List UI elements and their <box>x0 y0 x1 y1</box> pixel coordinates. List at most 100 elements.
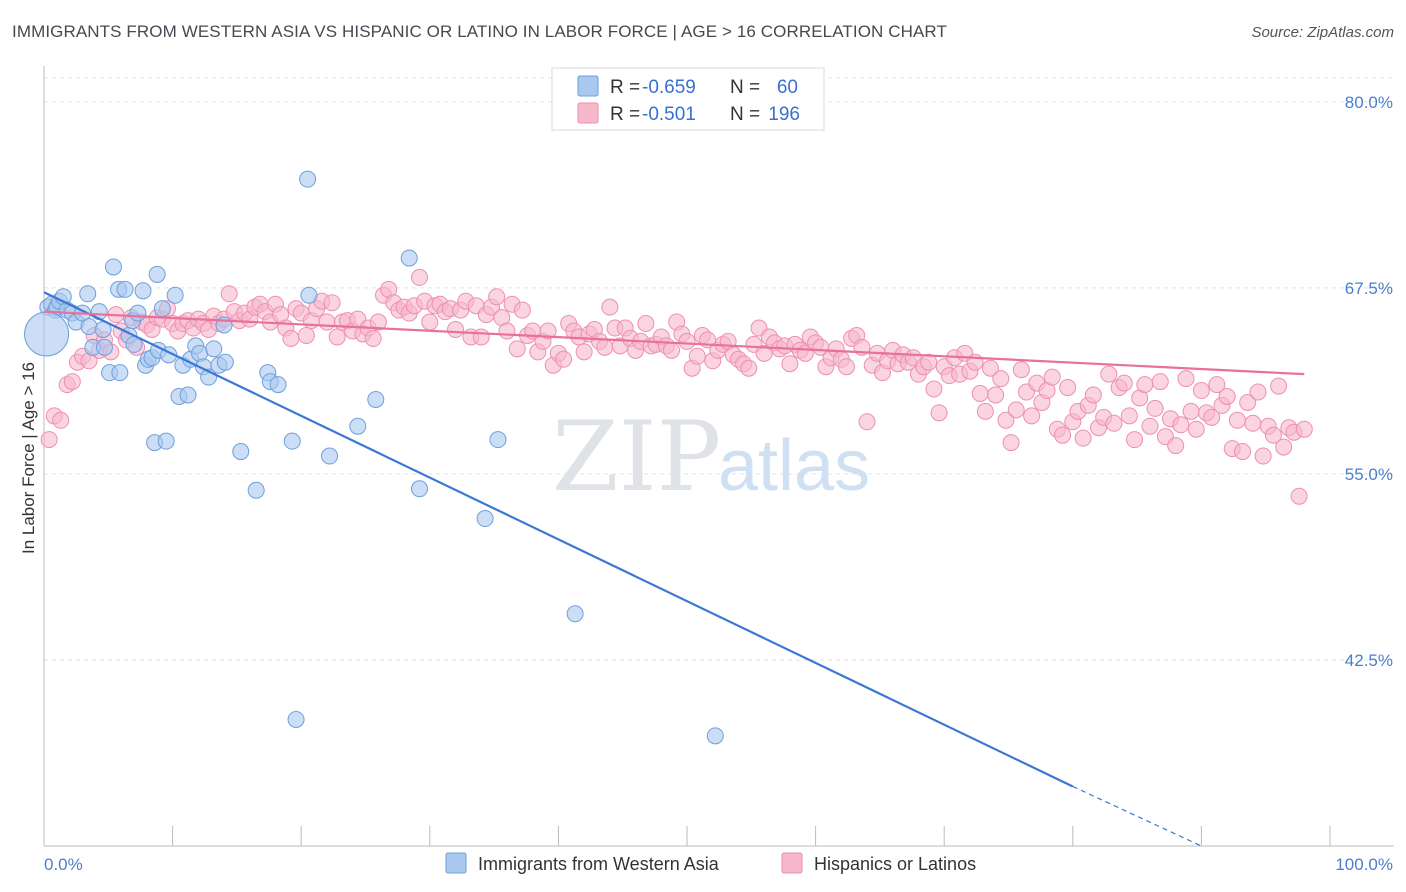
point-series1-123 <box>678 332 696 350</box>
point-series1-108 <box>601 298 619 316</box>
point-series0-47 <box>216 353 234 371</box>
point-series0-19 <box>111 364 129 382</box>
point-series1-243 <box>1295 420 1313 438</box>
point-series0-25 <box>134 282 152 300</box>
watermark: ZIP atlas <box>552 401 870 513</box>
point-series0-55 <box>299 170 317 188</box>
point-series1-53 <box>318 313 336 331</box>
legend-swatch-hispanic <box>577 102 599 124</box>
point-series1-63 <box>369 313 387 331</box>
point-series1-135 <box>740 359 758 377</box>
point-series1-96 <box>539 322 557 340</box>
y-tick-label-0: 42.5% <box>1345 651 1393 670</box>
point-series1-34 <box>220 285 238 303</box>
legend-n-label-western-asia: N = <box>730 77 760 98</box>
point-series1-202 <box>1084 386 1102 404</box>
point-series1-171 <box>925 380 943 398</box>
point-series0-63 <box>706 727 724 745</box>
point-series1-0 <box>40 431 58 449</box>
point-series1-99 <box>555 350 573 368</box>
point-series1-186 <box>1002 434 1020 452</box>
y-axis-label: In Labor Force | Age > 16 <box>19 362 38 554</box>
point-series1-225 <box>1203 408 1221 426</box>
point-series1-78 <box>447 321 465 339</box>
point-series1-88 <box>498 322 516 340</box>
trend-line-series0 <box>43 291 1074 788</box>
y-tick-label-1: 55.0% <box>1345 465 1393 484</box>
point-series1-205 <box>1100 365 1118 383</box>
point-series1-200 <box>1074 429 1092 447</box>
point-series1-182 <box>981 359 999 377</box>
point-series1-232 <box>1239 393 1257 411</box>
legend-swatch-western-asia <box>577 75 599 97</box>
y-tick-label-3: 80.0% <box>1345 93 1393 112</box>
watermark-zip: ZIP <box>552 401 721 513</box>
point-series1-221 <box>1182 402 1200 420</box>
point-series0-10 <box>79 285 97 303</box>
point-series1-46 <box>282 329 300 347</box>
point-series1-214 <box>1146 399 1164 417</box>
legend-bottom: Immigrants from Western Asia Hispanics o… <box>445 852 976 874</box>
point-series0-48 <box>232 443 250 461</box>
point-series0-54 <box>287 710 305 728</box>
legend-bottom-swatch-western-asia <box>445 852 467 874</box>
point-series1-180 <box>971 385 989 403</box>
point-series1-194 <box>1043 368 1061 386</box>
point-series1-154 <box>837 358 855 376</box>
point-series0-49 <box>247 481 265 499</box>
x-tick-label-1: 100.0% <box>1335 855 1393 874</box>
chart-title: IMMIGRANTS FROM WESTERN ASIA VS HISPANIC… <box>12 22 947 41</box>
legend-bottom-swatch-hispanic <box>781 852 803 874</box>
legend-bottom-label-hispanic: Hispanics or Latinos <box>814 854 976 874</box>
trend-lines <box>43 291 1305 847</box>
point-series1-212 <box>1136 376 1154 394</box>
legend-r-label-hispanic: R = <box>610 104 640 125</box>
axes <box>43 66 1394 847</box>
point-series1-90 <box>508 340 526 358</box>
point-series0-24 <box>129 304 147 322</box>
point-series0-33 <box>157 432 175 450</box>
point-series0-65 <box>489 431 507 449</box>
point-series1-226 <box>1208 376 1226 394</box>
point-series0-52 <box>269 376 287 394</box>
point-series0-60 <box>411 480 429 498</box>
point-series1-187 <box>1007 401 1025 419</box>
point-series1-54 <box>323 294 341 312</box>
point-series1-239 <box>1275 438 1293 456</box>
point-series1-209 <box>1120 407 1138 425</box>
y-tick-label-2: 67.5% <box>1345 279 1393 298</box>
legend-top: R = -0.659 N = 60 R = -0.501 N = 196 <box>551 67 825 131</box>
watermark-atlas: atlas <box>718 426 870 506</box>
point-series0-20 <box>116 280 134 298</box>
point-series1-172 <box>930 404 948 422</box>
point-series1-231 <box>1234 443 1252 461</box>
point-series1-196 <box>1054 426 1072 444</box>
point-series1-220 <box>1177 370 1195 388</box>
point-series1-219 <box>1172 416 1190 434</box>
point-series1-234 <box>1249 383 1267 401</box>
point-series0-cluster <box>24 311 70 357</box>
point-series1-222 <box>1187 420 1205 438</box>
point-series0-15 <box>95 338 113 356</box>
point-series1-237 <box>1264 426 1282 444</box>
point-series1-230 <box>1228 411 1246 429</box>
point-series1-183 <box>987 386 1005 404</box>
point-series1-158 <box>858 413 876 431</box>
legend-n-label-hispanic: N = <box>730 104 760 125</box>
point-series0-59 <box>400 249 418 267</box>
x-tick-labels: 0.0% 100.0% <box>44 855 1393 874</box>
point-series0-64 <box>300 286 318 304</box>
point-series1-55 <box>328 328 346 346</box>
y-tick-labels: 42.5% 55.0% 67.5% 80.0% <box>1345 93 1393 670</box>
point-series1-73 <box>421 313 439 331</box>
legend-r-value-western-asia: -0.659 <box>642 77 696 98</box>
point-series0-57 <box>349 417 367 435</box>
point-series1-223 <box>1192 382 1210 400</box>
point-series0-44 <box>205 340 223 358</box>
point-series0-17 <box>104 258 122 276</box>
point-series0-62 <box>566 605 584 623</box>
point-series1-2 <box>52 411 70 429</box>
point-series0-61 <box>476 510 494 528</box>
legend-r-value-hispanic: -0.501 <box>642 104 696 125</box>
point-series1-120 <box>663 341 681 359</box>
